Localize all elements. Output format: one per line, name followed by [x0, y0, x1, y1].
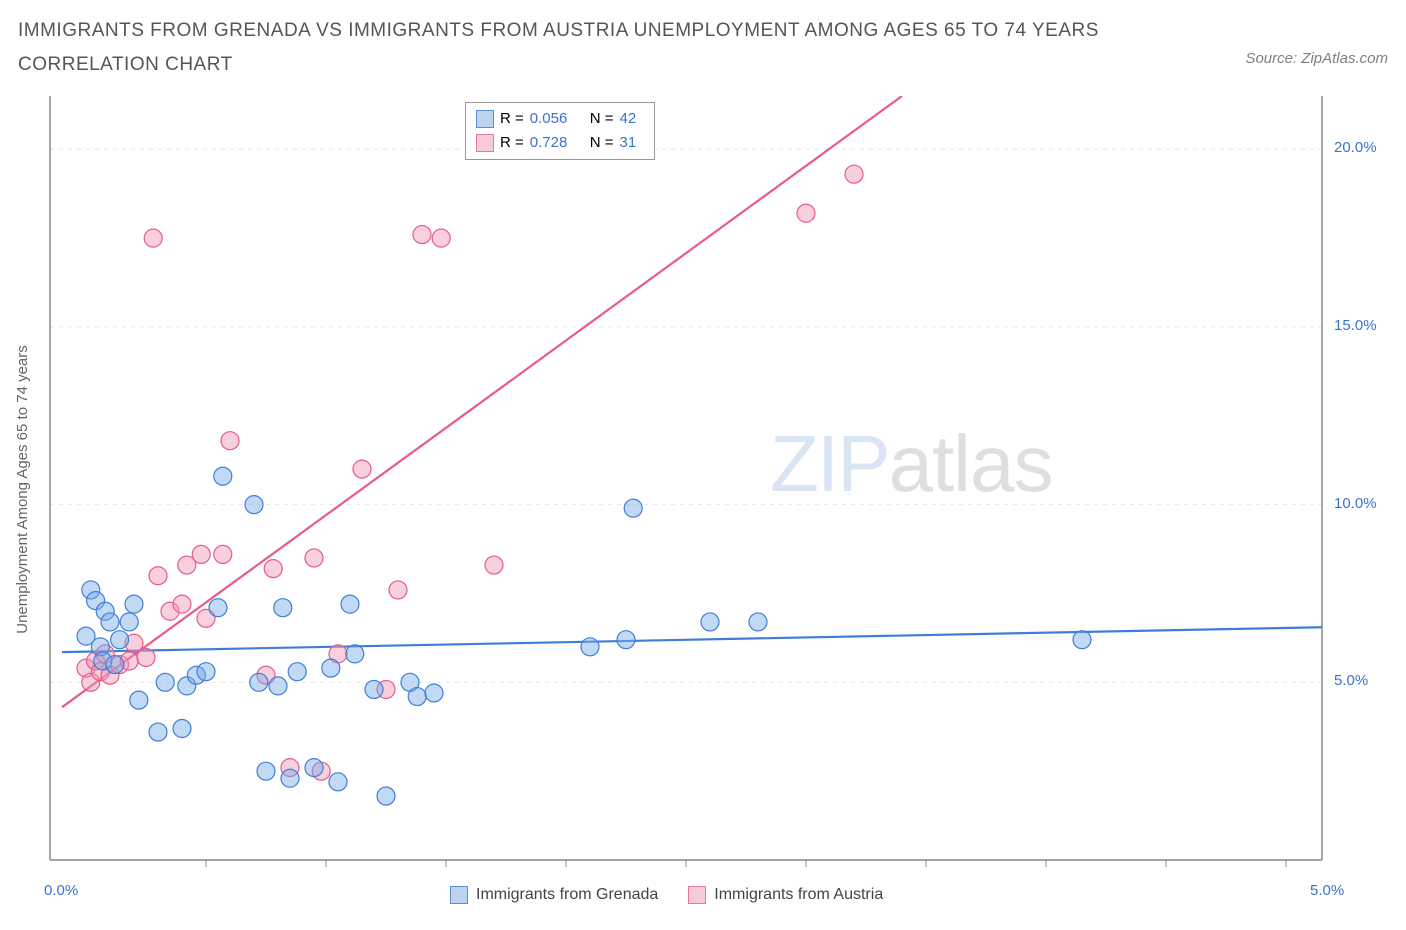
n-value: 31	[620, 131, 644, 155]
x-axis-min-label: 0.0%	[44, 882, 78, 899]
r-value: 0.728	[530, 131, 584, 155]
scatter-plot-svg	[0, 88, 1406, 930]
r-label: R =	[500, 131, 524, 155]
x-axis-max-label: 5.0%	[1310, 882, 1344, 899]
n-label: N =	[590, 107, 614, 131]
chart-title: IMMIGRANTS FROM GRENADA VS IMMIGRANTS FR…	[18, 14, 1196, 82]
n-value: 42	[620, 107, 644, 131]
n-label: N =	[590, 131, 614, 155]
r-label: R =	[500, 107, 524, 131]
y-tick-label: 10.0%	[1334, 495, 1377, 512]
legend-label: Immigrants from Grenada	[476, 886, 658, 904]
chart-container: Unemployment Among Ages 65 to 74 years Z…	[0, 88, 1406, 930]
austria-swatch-icon	[688, 886, 706, 904]
series-legend: Immigrants from Grenada Immigrants from …	[450, 886, 883, 904]
legend-label: Immigrants from Austria	[714, 886, 883, 904]
r-value: 0.056	[530, 107, 584, 131]
y-tick-label: 15.0%	[1334, 317, 1377, 334]
correlation-stats-legend: R = 0.056 N = 42 R = 0.728 N = 31	[465, 102, 655, 160]
grenada-swatch-icon	[476, 110, 494, 128]
grenada-swatch-icon	[450, 886, 468, 904]
y-tick-label: 5.0%	[1334, 672, 1368, 689]
austria-swatch-icon	[476, 134, 494, 152]
source-attribution: Source: ZipAtlas.com	[1245, 50, 1388, 67]
y-tick-label: 20.0%	[1334, 139, 1377, 156]
